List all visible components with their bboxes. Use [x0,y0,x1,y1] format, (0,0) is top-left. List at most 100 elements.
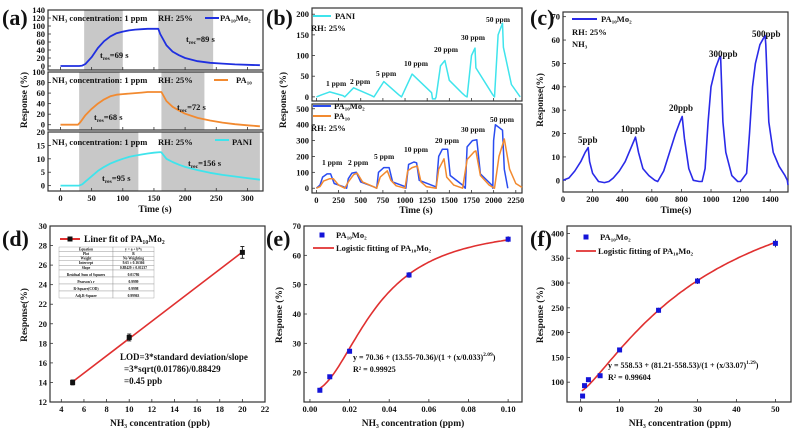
d-table-value: 0.9999 [129,280,139,284]
c-ylabel: Response(%) [535,73,546,127]
e-xtick-label: 0.06 [421,404,436,414]
a1-ytick-label: 0 [41,61,45,71]
f-xtick-label: 0 [579,404,583,414]
d-table-cell [112,290,155,299]
panel-label-c: (c) [530,5,554,30]
d-table-key: Intercept [79,261,94,265]
c-ytick-label: 30 [552,105,561,115]
panel-b-text: PANI RH: 25% PA₁₀Mo₂ PA₁₀ RH: 25% 1 ppm 1… [278,11,515,216]
b2-xtick-label: 1500 [441,195,458,205]
e-data-point [327,374,333,380]
a2-title: NH₃ concentration: 1 ppm [52,75,147,85]
e-ytick-label: 30 [293,338,302,348]
f-xtick-label: 30 [693,404,702,414]
a3-xtick-label: 300 [241,193,254,203]
c-nh3: NH₃ [572,39,588,49]
a2-shaded-region [161,72,205,130]
a3-ytick-label: 15 [37,140,46,150]
panel-label-f: (f) [530,226,552,251]
panel-label-e: (e) [266,226,290,251]
b1-ytick-label: 50 [301,71,310,81]
a1-ytick-label: 40 [37,45,46,55]
e-xtick-label: 0.08 [461,404,476,414]
e-data-point [347,348,353,354]
b1-concentration-label: 1 ppm [326,79,347,88]
b2-concentration-label: 1 ppm [322,158,343,167]
d-table-value: 9.65 ± 0.16366 [123,261,145,265]
b1-concentration-label: 5 ppm [376,69,397,78]
f-ytick-label: 300 [551,278,564,288]
a2-frame [47,71,264,131]
d-ytick-label: 30 [39,221,48,231]
b2-ytick-label: 300 [296,136,309,146]
c-xtick-label: 1000 [703,194,720,204]
a3-legend-label: PANI [232,137,253,147]
c-ytick-label: 10 [552,152,561,162]
a2-shaded-region [79,72,120,130]
a-ylabel: Response (%) [19,72,30,128]
a1-frame [47,9,264,71]
c-ytick-label: 50 [552,58,561,68]
f-ytick-label: 150 [551,352,564,362]
panel-d-text: Liner fit of PA₁₀Mo₂ Equation y = a + b*x… [19,235,248,429]
a1-ytick-label: 100 [32,21,45,31]
f-ytick-label: 200 [551,328,564,338]
f-legend-label-fit: Logistic fitting of PA₁₀Mo₂ [598,246,694,256]
a1-ytick-label: 120 [32,13,45,23]
a1-ytick-label: 80 [37,29,46,39]
d-table-key: Residual Sum of Squares [67,273,106,277]
b2-legend-mo: PA₁₀Mo₂ [334,101,365,111]
a3-ytick-label: 20 [37,127,46,137]
d-data-point [126,334,132,340]
b1-concentration-label: 2 ppm [350,77,371,86]
e-xlabel: NH₃ concentration (ppm) [362,418,465,429]
d-xtick-label: 10 [125,404,134,414]
d-xtick-label: 6 [82,404,86,414]
f-xtick-label: 40 [732,404,741,414]
d-fit-line [72,251,243,383]
c-concentration-label: 500ppb [752,29,781,39]
a3-ytick-label: 10 [37,154,46,164]
d-table-value: 0.99963 [128,294,140,298]
b2-rh: RH: 25% [311,123,346,133]
c-concentration-label: 10ppb [621,124,645,134]
d-ytick-label: 26 [39,260,48,270]
b2-ytick-label: 100 [296,167,309,177]
b2-xtick-label: 2250 [507,195,524,205]
d-table-value: No Weighting [123,257,144,261]
d-ylabel: Response(%) [19,288,30,342]
b2-concentration-label: 50 ppm [490,115,515,124]
d-table-value: y = a + b*x [125,247,142,251]
a3-shaded-region [161,132,260,191]
c-concentration-label: 5ppb [578,135,598,145]
c-xtick-label: 600 [645,194,658,204]
a1-ytick-label: 140 [32,5,45,15]
e-ytick-label: 60 [293,250,302,260]
b1-concentration-label: 30 ppm [461,33,486,42]
d-table-value: 0.88429 ± 0.01237 [120,266,147,270]
a3-xtick-label: 200 [179,193,192,203]
a2-rh: RH: 25% [158,75,193,85]
d-data-point [70,379,76,385]
b2-xtick-label: 0 [314,195,318,205]
a3-shaded-region [79,132,139,191]
f-data-point [597,373,603,379]
panel-f-text: PA₁₀Mo₂ Logistic fitting of PA₁₀Mo₂ y = … [535,232,759,429]
d-ytick-label: 28 [39,241,48,251]
a2-trec: trec=72 s [177,102,207,114]
b2-frame [311,103,523,194]
d-ytick-label: 24 [39,280,48,290]
a1-title: NH₃ concentration: 1 ppm [52,13,147,23]
a3-xtick-label: 0 [58,193,62,203]
f-xlabel: NH₃ concentration (ppm) [629,418,732,429]
e-data-point [317,387,323,393]
c-ytick-label: 70 [552,12,561,22]
c-xlabel: Time(s) [661,205,692,216]
e-legend-swatch-marker [319,232,325,238]
f-data-point [695,278,701,284]
d-table-key: Plot [83,252,90,256]
a2-ytick-label: 80 [37,78,46,88]
d-table-value: B [132,252,135,256]
panel-label-b: (b) [266,5,293,30]
d-table-key: Adj.R-Square [75,294,97,298]
